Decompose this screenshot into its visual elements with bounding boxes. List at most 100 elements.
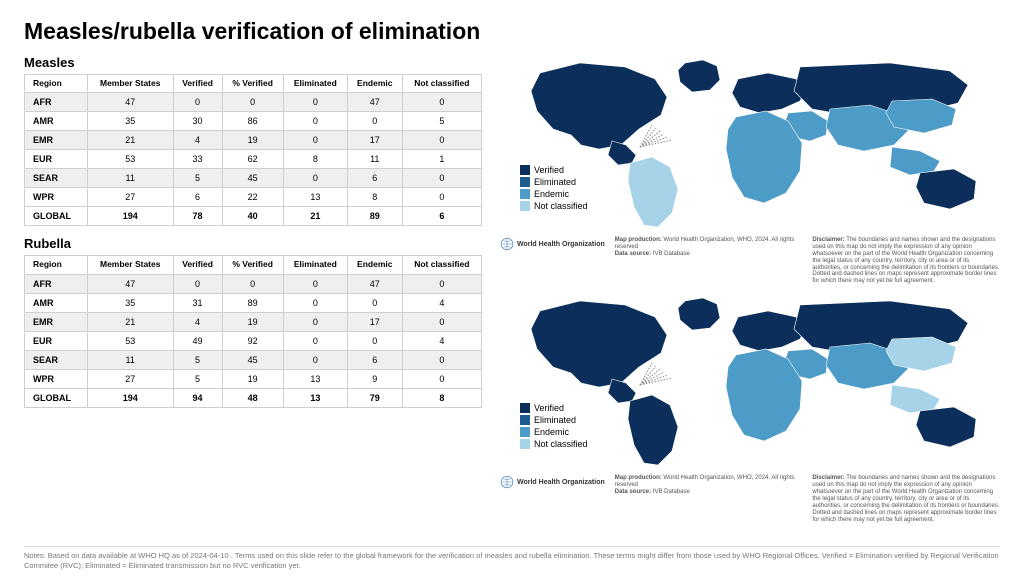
cell: 17 [347, 312, 402, 331]
footer-notes: Notes: Based on data available at WHO HQ… [24, 546, 1000, 570]
table-row: WPR275191390 [25, 369, 482, 388]
rubella-heading: Rubella [24, 236, 482, 251]
col-header: % Verified [222, 256, 283, 274]
measles-heading: Measles [24, 55, 482, 70]
svg-text:Verified: Verified [534, 165, 564, 175]
col-header: % Verified [222, 75, 283, 93]
cell: 33 [173, 150, 222, 169]
cell: 0 [283, 112, 347, 131]
cell: 45 [222, 169, 283, 188]
cell: 45 [222, 350, 283, 369]
col-header: Endemic [347, 256, 402, 274]
cell: 94 [173, 388, 222, 407]
cell: 21 [87, 312, 173, 331]
cell: 0 [347, 293, 402, 312]
svg-text:Eliminated: Eliminated [534, 415, 576, 425]
col-header: Region [25, 256, 88, 274]
cell: 89 [347, 207, 402, 226]
cell: WPR [25, 188, 88, 207]
svg-text:Endemic: Endemic [534, 427, 570, 437]
cell: 11 [87, 169, 173, 188]
table-row: AMR353189004 [25, 293, 482, 312]
table-row: AFR47000470 [25, 274, 482, 293]
cell: 6 [173, 188, 222, 207]
who-logo: World Health Organization [500, 475, 605, 489]
cell: 5 [173, 369, 222, 388]
cell: 5 [173, 350, 222, 369]
cell: AFR [25, 274, 88, 293]
cell: 4 [173, 131, 222, 150]
table-row: EUR534992004 [25, 331, 482, 350]
cell: 11 [347, 150, 402, 169]
cell: WPR [25, 369, 88, 388]
col-header: Member States [87, 256, 173, 274]
cell: 13 [283, 388, 347, 407]
cell: 53 [87, 331, 173, 350]
cell: GLOBAL [25, 207, 88, 226]
table-row: EMR214190170 [25, 131, 482, 150]
cell: 0 [173, 274, 222, 293]
cell: 47 [347, 93, 402, 112]
svg-text:Not classified: Not classified [534, 439, 588, 449]
cell: 6 [347, 169, 402, 188]
cell: 194 [87, 388, 173, 407]
cell: 5 [402, 112, 481, 131]
svg-text:Not classified: Not classified [534, 201, 588, 211]
cell: 31 [173, 293, 222, 312]
cell: 0 [402, 131, 481, 150]
table-row: SEAR11545060 [25, 350, 482, 369]
cell: 53 [87, 150, 173, 169]
cell: 5 [173, 169, 222, 188]
col-header: Verified [173, 256, 222, 274]
cell: SEAR [25, 169, 88, 188]
cell: 0 [283, 274, 347, 293]
table-row: WPR276221380 [25, 188, 482, 207]
rubella-map-block: VerifiedEliminatedEndemicNot classifiedW… [500, 293, 1000, 523]
cell: 0 [222, 93, 283, 112]
col-header: Verified [173, 75, 222, 93]
cell: 4 [402, 331, 481, 350]
cell: 19 [222, 312, 283, 331]
world-map: VerifiedEliminatedEndemicNot classified [500, 293, 1000, 468]
cell: 6 [402, 207, 481, 226]
col-header: Member States [87, 75, 173, 93]
measles-table: RegionMember StatesVerified% VerifiedEli… [24, 74, 482, 226]
cell: 78 [173, 207, 222, 226]
cell: EUR [25, 150, 88, 169]
cell: 13 [283, 369, 347, 388]
cell: 9 [347, 369, 402, 388]
cell: 0 [173, 93, 222, 112]
cell: 0 [283, 131, 347, 150]
cell: 22 [222, 188, 283, 207]
cell: 0 [402, 169, 481, 188]
cell: SEAR [25, 350, 88, 369]
who-logo: World Health Organization [500, 237, 605, 251]
svg-text:Eliminated: Eliminated [534, 177, 576, 187]
cell: 13 [283, 188, 347, 207]
cell: 27 [87, 369, 173, 388]
rubella-table: RegionMember StatesVerified% VerifiedEli… [24, 255, 482, 407]
cell: 92 [222, 331, 283, 350]
cell: 0 [283, 331, 347, 350]
cell: 47 [87, 93, 173, 112]
cell: EUR [25, 331, 88, 350]
cell: 89 [222, 293, 283, 312]
cell: 30 [173, 112, 222, 131]
tables-column: Measles RegionMember StatesVerified% Ver… [24, 55, 482, 531]
cell: 0 [402, 350, 481, 369]
cell: 11 [87, 350, 173, 369]
cell: 19 [222, 369, 283, 388]
cell: EMR [25, 131, 88, 150]
table-row: GLOBAL194944813798 [25, 388, 482, 407]
cell: 0 [402, 369, 481, 388]
cell: 47 [87, 274, 173, 293]
cell: 1 [402, 150, 481, 169]
cell: 27 [87, 188, 173, 207]
svg-text:Endemic: Endemic [534, 189, 570, 199]
measles-map-block: Verified Eliminated Endemic Not classified W… [500, 55, 1000, 285]
cell: 17 [347, 131, 402, 150]
cell: 62 [222, 150, 283, 169]
map-footer: World Health OrganizationMap production:… [500, 475, 1000, 523]
cell: 8 [283, 150, 347, 169]
col-header: Not classified [402, 75, 481, 93]
